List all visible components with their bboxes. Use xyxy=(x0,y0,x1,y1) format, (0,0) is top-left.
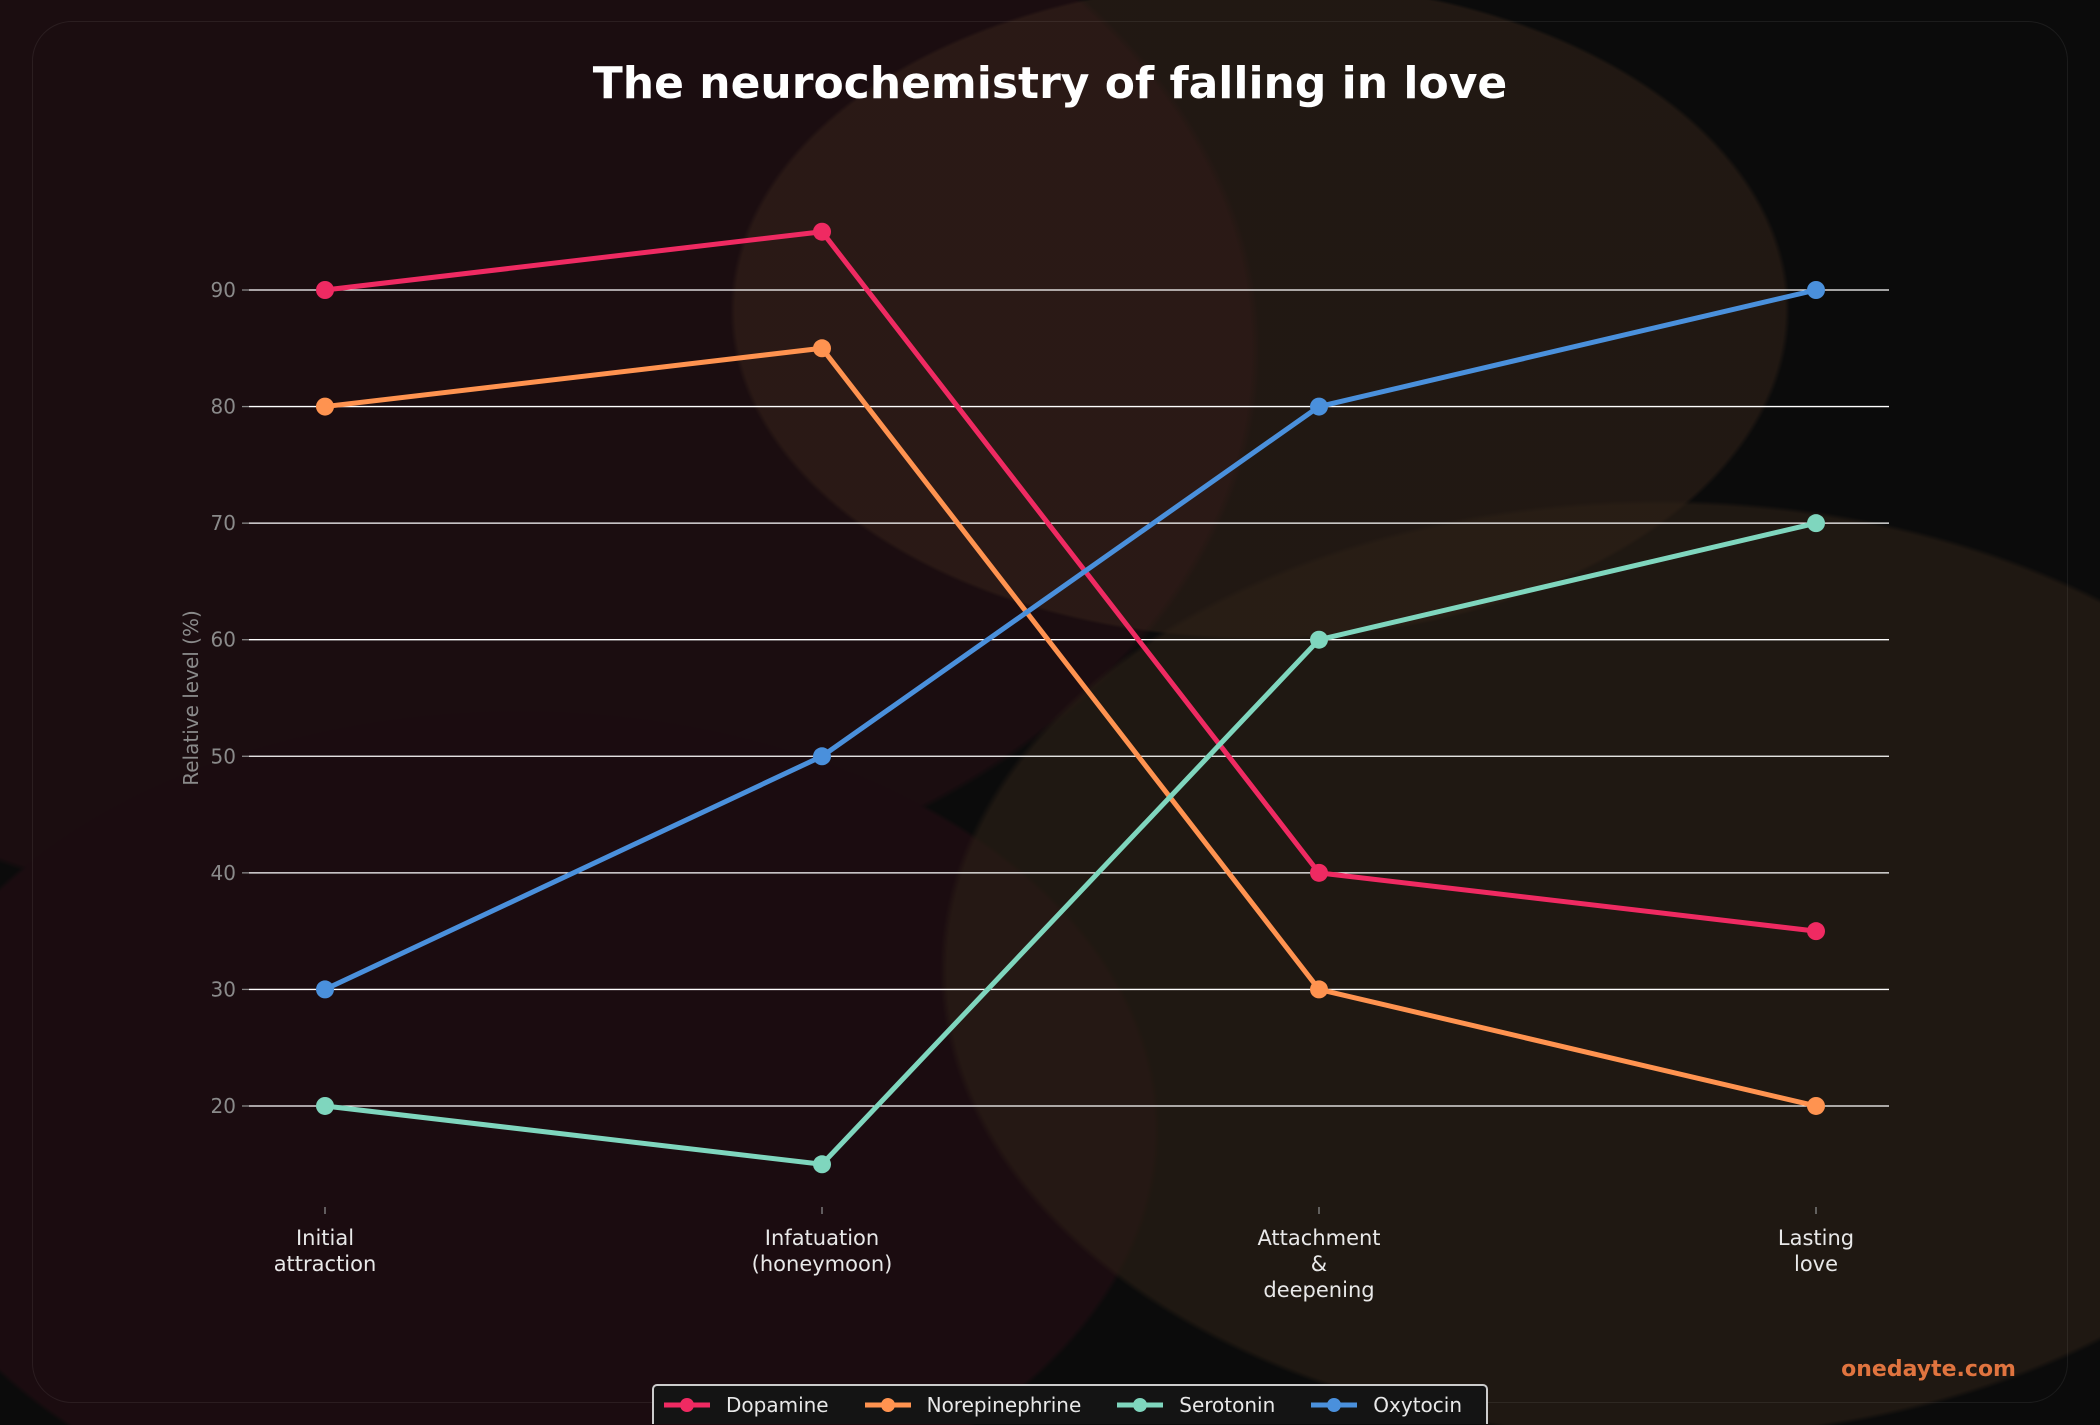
legend-label: Serotonin xyxy=(1179,1393,1276,1417)
x-tick-label: Infatuation (honeymoon) xyxy=(752,1226,893,1276)
y-tick-label: 30 xyxy=(211,977,236,1001)
series-line-serotonin xyxy=(324,520,1817,1167)
legend-item-norepinephrine: Norepinephrine xyxy=(863,1393,1082,1417)
y-tick-label: 70 xyxy=(211,511,236,535)
legend-label: Norepinephrine xyxy=(926,1393,1082,1417)
data-point-serotonin xyxy=(316,1096,334,1115)
x-tick-label: Attachment & deepening xyxy=(1257,1226,1380,1302)
chart-title: The neurochemistry of falling in love xyxy=(592,58,1508,109)
y-tick-label: 20 xyxy=(211,1094,236,1118)
watermark: onedayte.com xyxy=(1841,1357,2016,1382)
data-point-oxytocin xyxy=(1807,281,1825,299)
legend-item-dopamine: Dopamine xyxy=(662,1393,829,1417)
legend-label: Dopamine xyxy=(726,1393,829,1417)
y-tick-label: 50 xyxy=(211,744,236,768)
data-point-serotonin xyxy=(1310,630,1328,649)
data-point-norepinephrine xyxy=(1807,1096,1825,1115)
y-tick-label: 90 xyxy=(211,278,236,302)
legend: Dopamine Norepinephrine Serotonin Oxytocin xyxy=(652,1384,1488,1424)
legend-marker-icon xyxy=(1311,1398,1358,1412)
data-point-dopamine xyxy=(316,281,334,299)
legend-marker-icon xyxy=(664,1398,710,1412)
legend-item-serotonin: Serotonin xyxy=(1115,1393,1275,1417)
y-tick-label: 80 xyxy=(211,395,236,419)
data-point-serotonin xyxy=(813,1155,831,1174)
x-tick-label: Initial attraction xyxy=(274,1226,377,1276)
data-point-serotonin xyxy=(1807,514,1825,533)
legend-item-oxytocin: Oxytocin xyxy=(1309,1393,1462,1417)
y-axis-label: Relative level (%) xyxy=(179,610,203,786)
data-point-norepinephrine xyxy=(813,339,831,358)
y-tick-label: 40 xyxy=(211,861,236,885)
data-point-dopamine xyxy=(813,222,831,241)
y-tick-label: 60 xyxy=(211,628,236,652)
data-point-norepinephrine xyxy=(316,397,334,416)
series-line-norepinephrine xyxy=(324,345,1817,1109)
data-point-oxytocin xyxy=(813,747,831,766)
data-point-oxytocin xyxy=(1310,397,1328,416)
data-point-oxytocin xyxy=(316,980,334,999)
legend-marker-icon xyxy=(1117,1398,1164,1412)
legend-label: Oxytocin xyxy=(1373,1393,1463,1417)
data-point-dopamine xyxy=(1310,863,1328,882)
x-tick-label: Lasting love xyxy=(1778,1226,1854,1276)
series-line-oxytocin xyxy=(323,287,1817,992)
data-point-dopamine xyxy=(1807,922,1825,941)
legend-marker-icon xyxy=(864,1398,911,1412)
series-line-dopamine xyxy=(324,229,1817,934)
data-point-norepinephrine xyxy=(1310,980,1328,999)
